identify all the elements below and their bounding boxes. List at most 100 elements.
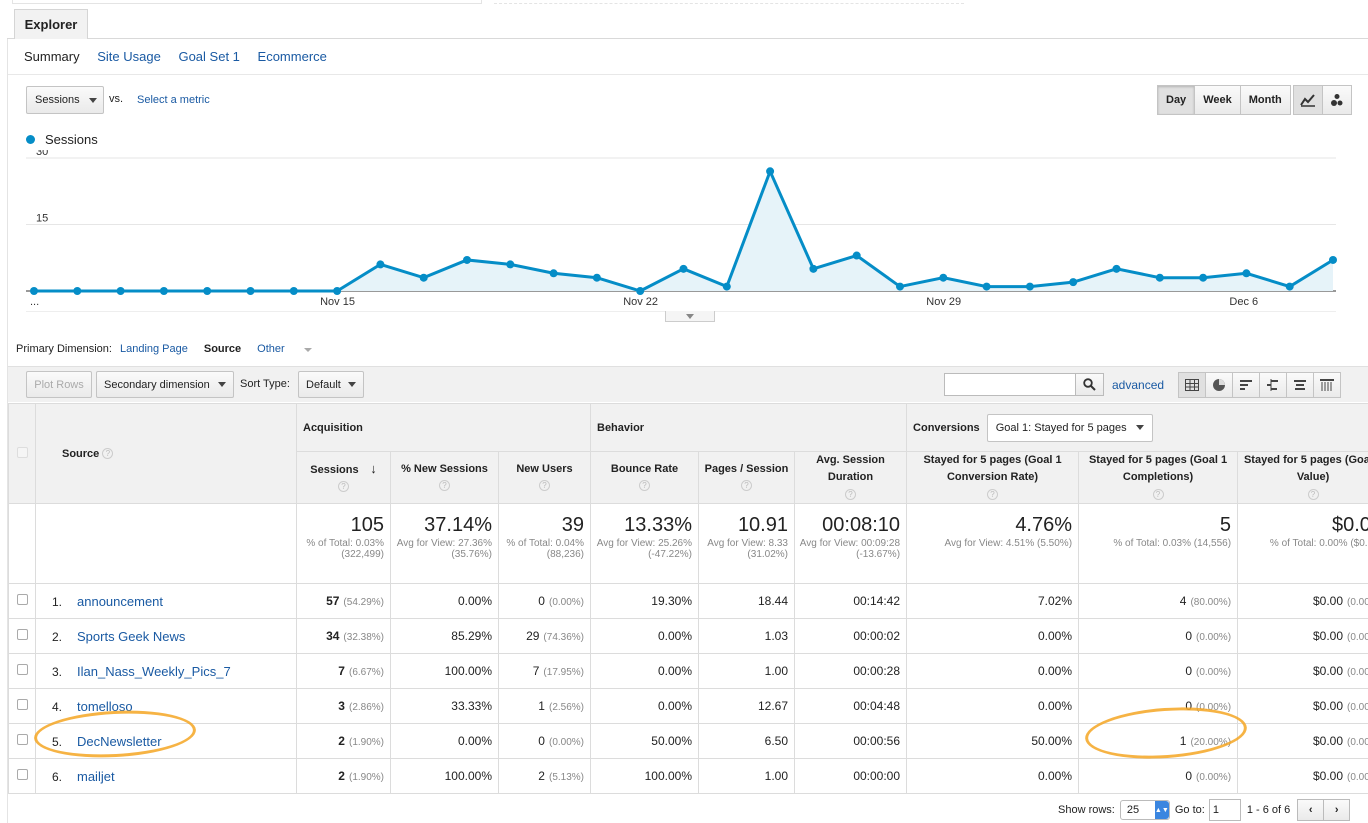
source-link[interactable]: Sports Geek News	[77, 628, 186, 644]
sessions-chart[interactable]: 30 15... Nov 15 Nov 22 Nov 29 Dec 6	[26, 150, 1346, 312]
metric-value: 0.00%	[457, 734, 492, 748]
help-icon[interactable]: ?	[102, 448, 114, 460]
metric-header[interactable]: New Users?	[498, 451, 591, 504]
table-search-input[interactable]	[944, 373, 1076, 396]
help-icon[interactable]: ?	[338, 481, 349, 493]
source-link[interactable]: DecNewsletter	[77, 733, 162, 749]
row-checkbox[interactable]	[16, 629, 28, 640]
help-icon[interactable]: ?	[741, 480, 752, 492]
subnav-goal-set-1[interactable]: Goal Set 1	[178, 49, 240, 64]
metric-header[interactable]: Stayed for 5 pages (Goal 1 Completions)?	[1078, 451, 1239, 504]
metric-value: 0.00%	[1038, 664, 1073, 678]
metric-cell: 0 (0.00%)	[498, 583, 591, 619]
term-cloud-view-icon[interactable]	[1286, 372, 1314, 398]
metric-header[interactable]: Stayed for 5 pages (Goal 1 Value)?	[1237, 451, 1368, 504]
help-icon[interactable]: ?	[987, 488, 999, 500]
month-button[interactable]: Month	[1239, 85, 1291, 115]
metric-value: 0	[1185, 699, 1193, 713]
help-icon[interactable]: ?	[439, 480, 450, 492]
metric-header[interactable]: Bounce Rate?	[590, 451, 699, 504]
metric-header[interactable]: Avg. Session Duration?	[793, 451, 908, 504]
help-icon[interactable]: ?	[845, 488, 857, 500]
tab-explorer[interactable]: Explorer	[14, 9, 88, 39]
source-header-label: Source	[62, 447, 100, 460]
help-icon[interactable]: ?	[539, 480, 550, 492]
day-button[interactable]: Day	[1157, 85, 1196, 115]
sort-type-label: Sort Type:	[240, 378, 290, 390]
x-tick-label: Dec 6	[1229, 296, 1258, 308]
data-point	[1069, 278, 1078, 287]
source-link[interactable]: mailjet	[77, 768, 115, 784]
data-point	[463, 255, 471, 264]
advanced-filter-link[interactable]: advanced	[1112, 378, 1165, 392]
metric-header[interactable]: Pages / Session?	[698, 451, 795, 504]
source-cell: 4. tomelloso	[35, 688, 297, 724]
help-icon[interactable]: ?	[639, 480, 650, 492]
total-subtext: % of Total: 0.04% (88,236)	[506, 538, 584, 560]
select-all-checkbox[interactable]	[16, 446, 28, 458]
dimension-source[interactable]: Source	[203, 343, 242, 355]
goal-dropdown[interactable]: Goal 1: Stayed for 5 pages	[986, 413, 1153, 442]
row-checkbox[interactable]	[16, 769, 28, 780]
pivot-view-icon[interactable]	[1313, 372, 1341, 398]
source-link[interactable]: Ilan_Nass_Weekly_Pics_7	[77, 663, 231, 679]
data-point	[592, 273, 601, 282]
prev-page-button[interactable]: ‹	[1297, 799, 1325, 821]
help-icon[interactable]: ?	[1152, 488, 1164, 500]
table-view-icon[interactable]	[1178, 372, 1206, 398]
collapse-chart-toggle[interactable]	[665, 311, 715, 322]
source-header[interactable]: Source ?	[35, 403, 297, 504]
row-checkbox[interactable]	[16, 664, 28, 675]
motion-chart-icon[interactable]	[1322, 85, 1352, 115]
top-border	[0, 0, 1368, 5]
plot-rows-button[interactable]: Plot Rows	[26, 371, 92, 398]
metric-cell: 0.00%	[906, 618, 1080, 654]
pie-view-icon[interactable]	[1205, 372, 1233, 398]
chevron-left-icon: ‹	[1308, 804, 1313, 816]
metric-header-label: Stayed for 5 pages (Goal 1 Completions)	[1088, 454, 1228, 483]
line-chart-icon[interactable]	[1293, 85, 1323, 115]
metric-value: 00:04:48	[853, 699, 901, 713]
search-button[interactable]	[1075, 373, 1104, 396]
metric-cell: 0.00%	[590, 688, 699, 724]
bar-view-icon[interactable]	[1232, 372, 1260, 398]
subnav-summary[interactable]: Summary	[24, 49, 80, 64]
row-index: 6.	[52, 769, 63, 784]
sort-type-dropdown[interactable]: Default	[298, 371, 364, 398]
metric-value: 0	[538, 594, 545, 608]
subnav-site-usage[interactable]: Site Usage	[97, 49, 161, 64]
row-select-cell	[8, 688, 36, 724]
help-icon[interactable]: ?	[1307, 488, 1319, 500]
dimension-landing-page[interactable]: Landing Page	[119, 343, 188, 355]
metric-cell: 57 (54.29%)	[296, 583, 391, 619]
data-point	[506, 260, 515, 269]
metric-value: $0.00	[1312, 734, 1344, 748]
week-button[interactable]: Week	[1194, 85, 1241, 115]
subnav-ecommerce[interactable]: Ecommerce	[257, 49, 327, 64]
source-link[interactable]: announcement	[77, 593, 164, 609]
data-point	[722, 282, 731, 291]
metric-header[interactable]: Sessions ↓?	[296, 451, 391, 504]
select-metric-link[interactable]: Select a metric	[137, 94, 210, 106]
secondary-dimension-dropdown[interactable]: Secondary dimension	[96, 371, 234, 398]
dimension-other[interactable]: Other	[257, 343, 328, 355]
chevron-down-icon	[348, 382, 356, 387]
row-checkbox[interactable]	[16, 699, 28, 710]
show-rows-select[interactable]: 25 ▲▼	[1119, 800, 1170, 820]
comparison-view-icon[interactable]	[1259, 372, 1287, 398]
goto-input[interactable]: 1	[1208, 799, 1241, 821]
y-tick-label: 30	[36, 150, 48, 158]
source-link[interactable]: tomelloso	[77, 698, 133, 714]
metric-header[interactable]: Stayed for 5 pages (Goal 1 Conversion Ra…	[906, 451, 1080, 504]
total-value: 13.33%	[624, 514, 692, 536]
next-page-button[interactable]: ›	[1323, 799, 1351, 821]
metric-header[interactable]: % New Sessions?	[390, 451, 499, 504]
metric-value: 7.02%	[1038, 594, 1073, 608]
select-all-cell	[8, 403, 36, 504]
data-point	[636, 287, 645, 295]
metric-cell: 00:00:00	[793, 758, 908, 794]
metric-dropdown[interactable]: Sessions	[26, 86, 104, 114]
row-checkbox[interactable]	[16, 734, 28, 745]
metric-value: 18.44	[757, 594, 788, 608]
row-checkbox[interactable]	[16, 594, 28, 605]
